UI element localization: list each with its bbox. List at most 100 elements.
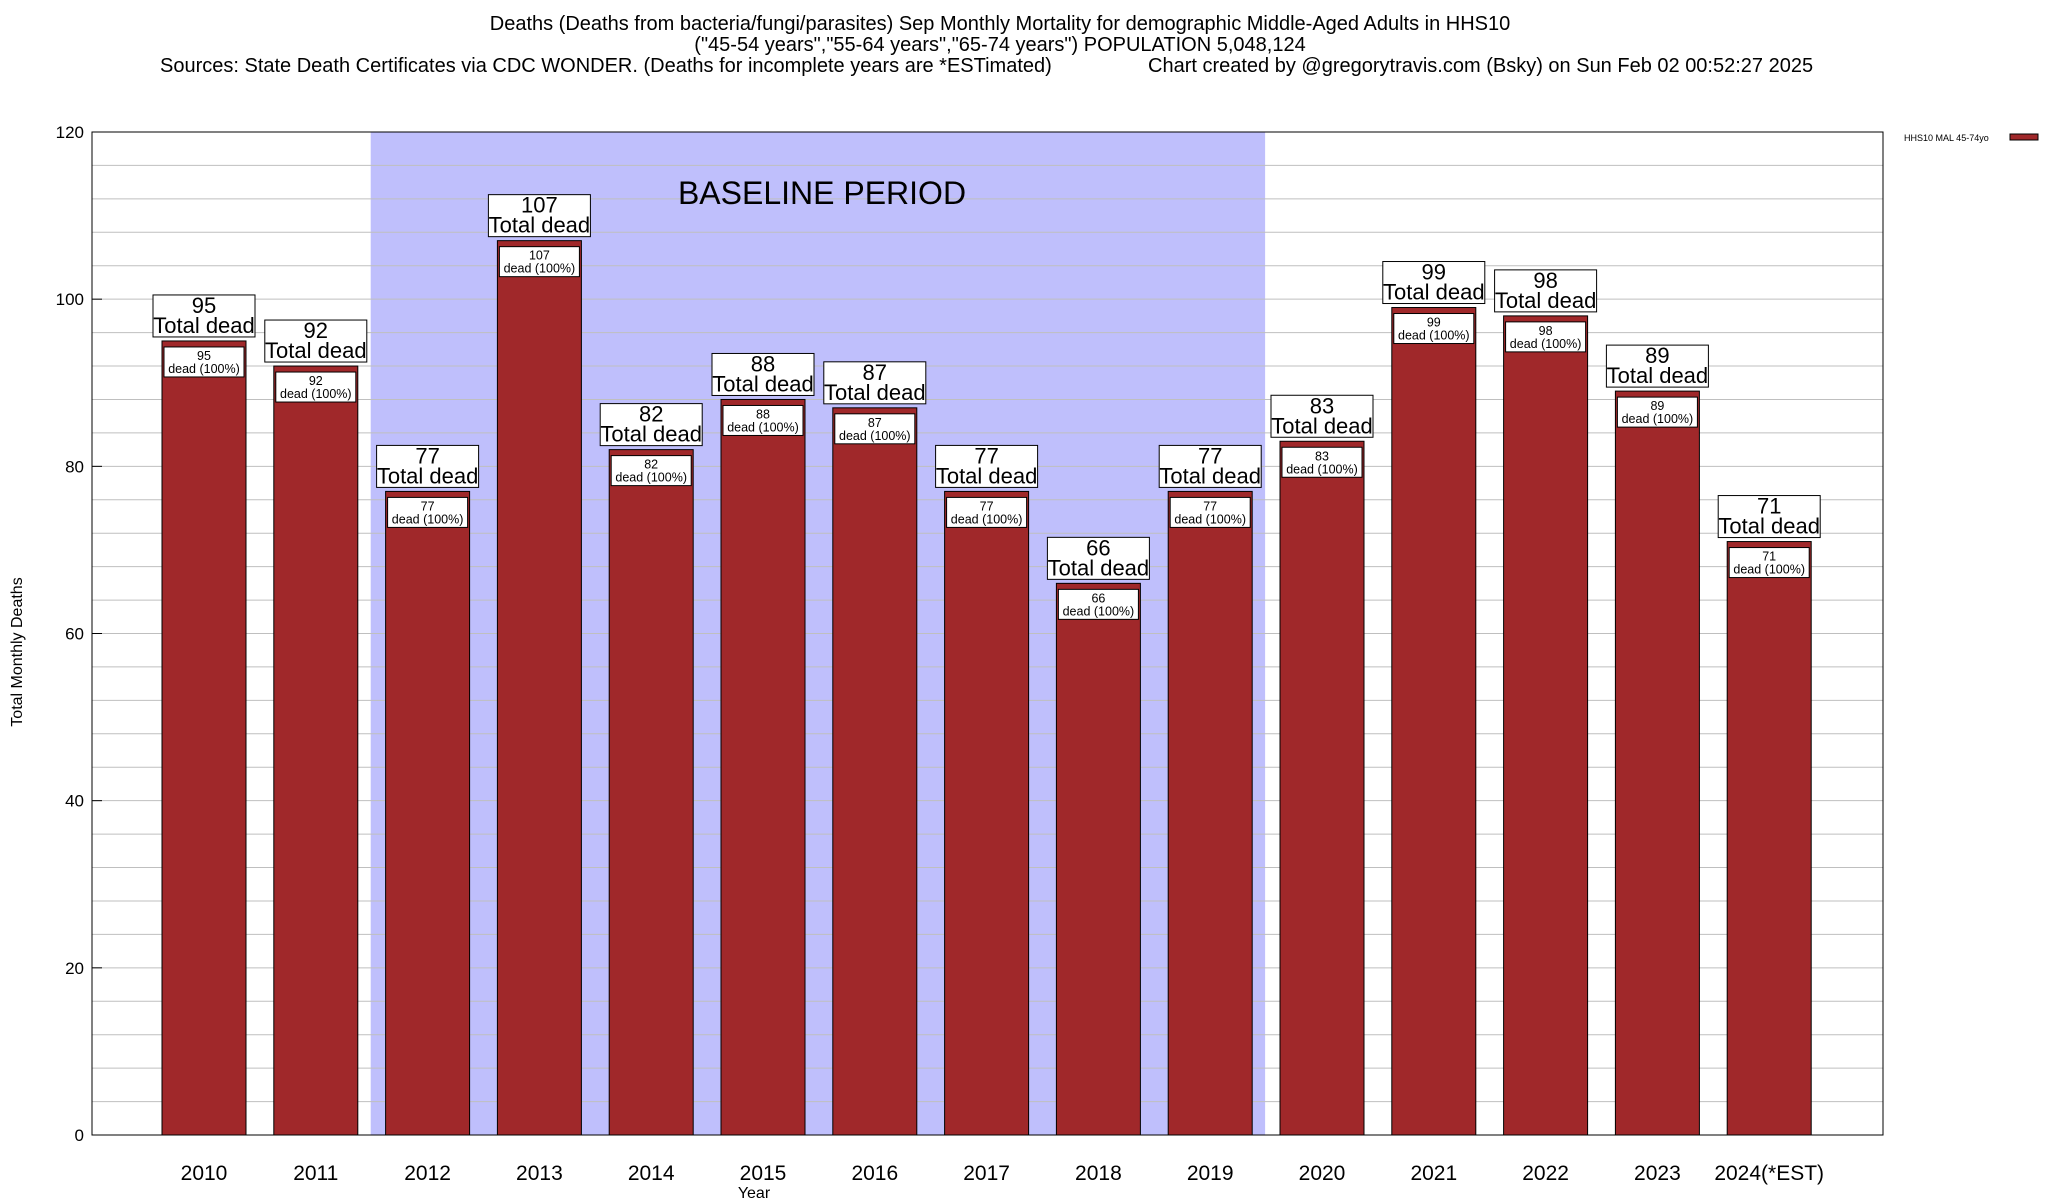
bar-small-label-box: [1057, 588, 1139, 620]
bar-total-label: Total dead: [1159, 463, 1261, 488]
y-tick-label: 80: [65, 457, 84, 476]
bar-small-label: dead (100%): [727, 420, 799, 434]
bar-small-label: dead (100%): [392, 512, 464, 526]
bar: [944, 490, 1030, 1136]
x-tick-label: 2015: [740, 1162, 787, 1185]
x-tick-label: 2019: [1187, 1162, 1234, 1185]
title-line-1: Deaths (Deaths from bacteria/fungi/paras…: [490, 13, 1510, 35]
y-tick-label: 100: [56, 290, 84, 309]
bar-small-label: dead (100%): [615, 471, 687, 485]
chart-title: Deaths (Deaths from bacteria/fungi/paras…: [160, 13, 1813, 77]
bar-small-label: dead (100%): [1063, 604, 1135, 618]
y-axis-title: Total Monthly Deaths: [9, 577, 26, 726]
bar-small-value: 88: [756, 407, 770, 421]
bar-small-label-box: [610, 455, 692, 487]
bar-total-label: Total dead: [1048, 555, 1150, 580]
bar-small-label-box: [1505, 321, 1587, 353]
bar-total-value: 83: [1310, 393, 1334, 418]
bar-small-value: 77: [421, 499, 435, 513]
bar-small-label: dead (100%): [168, 362, 240, 376]
x-tick-label: 2014: [628, 1162, 675, 1185]
bar-total-label: Total dead: [377, 463, 479, 488]
bar-total-value: 82: [639, 402, 663, 427]
bar-small-label-box: [834, 413, 916, 445]
bar-small-value: 89: [1650, 399, 1664, 413]
bar-total-value: 107: [521, 193, 558, 218]
x-tick-label: 2013: [516, 1162, 563, 1185]
bar-small-label: dead (100%): [839, 429, 911, 443]
bar-total-label-box: [1605, 344, 1709, 388]
bar-small-label-box: [1281, 446, 1363, 478]
bar-total-label: Total dead: [936, 463, 1038, 488]
bar: [832, 407, 918, 1136]
bar-total-value: 77: [415, 443, 439, 468]
bar-small-label-box: [946, 496, 1028, 528]
x-tick-label: 2018: [1075, 1162, 1122, 1185]
bar-small-label-box: [1169, 496, 1251, 528]
bar-total-label: Total dead: [824, 380, 926, 405]
title-line-3-sources: Sources: State Death Certificates via CD…: [160, 55, 1052, 77]
bar-total-label-box: [376, 444, 480, 488]
bar-small-label-box: [498, 246, 580, 278]
x-tick-label: 2022: [1522, 1162, 1569, 1185]
bar-small-value: 66: [1091, 591, 1105, 605]
legend-label: HHS10 MAL 45-74yo: [1904, 133, 1989, 143]
bar-small-label: dead (100%): [951, 512, 1023, 526]
bar: [1503, 315, 1589, 1136]
bar: [1055, 582, 1141, 1136]
bar-total-value: 77: [974, 443, 998, 468]
bar-total-label: Total dead: [153, 313, 255, 338]
bar-total-label-box: [1494, 269, 1598, 313]
bar-total-label-box: [711, 352, 815, 396]
bar: [161, 340, 247, 1136]
bar-total-label: Total dead: [1718, 514, 1820, 539]
y-tick-label: 0: [75, 1126, 84, 1145]
plot-frame: [91, 131, 1884, 1136]
bar-small-value: 99: [1427, 316, 1441, 330]
bar-small-value: 77: [980, 499, 994, 513]
bar-small-label: dead (100%): [1398, 329, 1470, 343]
bar-small-value: 98: [1539, 324, 1553, 338]
bar-total-value: 95: [192, 293, 216, 318]
bar-total-label-box: [487, 194, 591, 238]
bar-total-value: 87: [863, 360, 887, 385]
baseline-period-label: BASELINE PERIOD: [678, 175, 966, 211]
bar-total-label-box: [264, 319, 368, 363]
bar-total-label-box: [1046, 536, 1150, 580]
bar-total-label-box: [152, 294, 256, 338]
bar-small-label-box: [1728, 547, 1810, 579]
y-tick-label: 60: [65, 625, 84, 644]
bar-small-label: dead (100%): [1510, 337, 1582, 351]
x-axis-title: Year: [738, 1185, 771, 1200]
bar-total-label-box: [1270, 394, 1374, 438]
bar: [1167, 490, 1253, 1136]
bar-small-value: 92: [309, 374, 323, 388]
x-tick-label: 2017: [963, 1162, 1010, 1185]
bar-total-value: 99: [1422, 260, 1446, 285]
title-line-2: ("45-54 years","55-64 years","65-74 year…: [694, 34, 1305, 56]
y-tick-label: 40: [65, 792, 84, 811]
bar-total-label: Total dead: [1383, 280, 1485, 305]
bar-total-label: Total dead: [712, 371, 814, 396]
bar-small-value: 87: [868, 416, 882, 430]
bar-total-label-box: [599, 403, 703, 447]
bar-small-value: 77: [1203, 499, 1217, 513]
bar-small-label: dead (100%): [504, 262, 576, 276]
bar-total-label-box: [935, 444, 1039, 488]
bar-small-label: dead (100%): [1622, 412, 1694, 426]
bar-small-label-box: [163, 346, 245, 378]
bar-small-label-box: [387, 496, 469, 528]
bar-small-label-box: [1393, 313, 1475, 345]
bar-total-label-box: [823, 361, 927, 405]
legend: HHS10 MAL 45-74yo: [1904, 133, 2039, 143]
x-tick-label: 2012: [404, 1162, 451, 1185]
bar: [1726, 541, 1812, 1136]
bar-small-label: dead (100%): [1286, 462, 1358, 476]
y-tick-label: 120: [56, 123, 84, 142]
bar-small-label-box: [722, 404, 804, 436]
bar-small-value: 107: [529, 249, 550, 263]
bar-small-label: dead (100%): [280, 387, 352, 401]
bar-total-label-box: [1382, 261, 1486, 305]
